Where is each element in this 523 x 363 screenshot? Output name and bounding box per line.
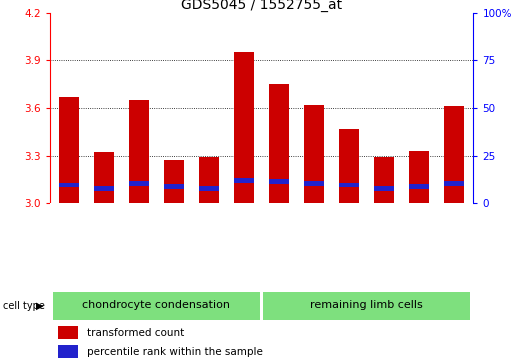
Bar: [53, 292, 260, 320]
Bar: [58, 346, 78, 358]
Text: GSM1253167: GSM1253167: [450, 206, 459, 260]
Bar: [59, 183, 78, 187]
Bar: [230, 203, 258, 290]
Bar: [445, 106, 464, 203]
Bar: [234, 52, 254, 203]
Text: percentile rank within the sample: percentile rank within the sample: [87, 347, 263, 357]
Bar: [58, 326, 78, 339]
Text: GSM1253156: GSM1253156: [64, 206, 73, 260]
Bar: [89, 203, 118, 290]
Bar: [160, 203, 188, 290]
Text: transformed count: transformed count: [87, 327, 184, 338]
Bar: [445, 181, 464, 186]
Bar: [94, 152, 113, 203]
Bar: [374, 157, 394, 203]
Text: GSM1253161: GSM1253161: [240, 206, 248, 260]
Bar: [405, 203, 434, 290]
Text: cell type: cell type: [3, 301, 44, 311]
Bar: [124, 203, 153, 290]
Bar: [129, 181, 149, 186]
Bar: [94, 186, 113, 191]
Text: chondrocyte condensation: chondrocyte condensation: [83, 300, 231, 310]
Bar: [440, 203, 469, 290]
Bar: [54, 203, 83, 290]
Bar: [304, 181, 324, 186]
Bar: [374, 186, 394, 191]
Bar: [234, 178, 254, 183]
Text: GSM1253165: GSM1253165: [380, 206, 389, 260]
Bar: [195, 203, 223, 290]
Text: GSM1253166: GSM1253166: [415, 206, 424, 260]
Bar: [164, 160, 184, 203]
Bar: [339, 183, 359, 187]
Text: GSM1253158: GSM1253158: [134, 206, 143, 260]
Bar: [339, 129, 359, 203]
Bar: [164, 184, 184, 189]
Text: GSM1253163: GSM1253163: [310, 206, 319, 260]
Bar: [304, 105, 324, 203]
Bar: [263, 292, 470, 320]
Text: GSM1253160: GSM1253160: [204, 206, 213, 260]
Text: remaining limb cells: remaining limb cells: [310, 300, 423, 310]
Bar: [410, 184, 429, 189]
Text: GSM1253162: GSM1253162: [275, 206, 283, 260]
Bar: [199, 157, 219, 203]
Bar: [300, 203, 328, 290]
Bar: [370, 203, 399, 290]
Bar: [59, 97, 78, 203]
Bar: [129, 100, 149, 203]
Bar: [269, 179, 289, 184]
Title: GDS5045 / 1552755_at: GDS5045 / 1552755_at: [181, 0, 342, 12]
Bar: [335, 203, 363, 290]
Text: ▶: ▶: [36, 301, 43, 311]
Bar: [199, 186, 219, 191]
Bar: [265, 203, 293, 290]
Text: GSM1253157: GSM1253157: [99, 206, 108, 260]
Bar: [410, 151, 429, 203]
Bar: [269, 84, 289, 203]
Text: GSM1253159: GSM1253159: [169, 206, 178, 260]
Text: GSM1253164: GSM1253164: [345, 206, 354, 260]
